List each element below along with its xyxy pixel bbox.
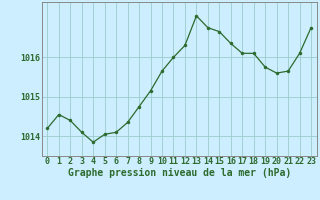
X-axis label: Graphe pression niveau de la mer (hPa): Graphe pression niveau de la mer (hPa) bbox=[68, 168, 291, 178]
